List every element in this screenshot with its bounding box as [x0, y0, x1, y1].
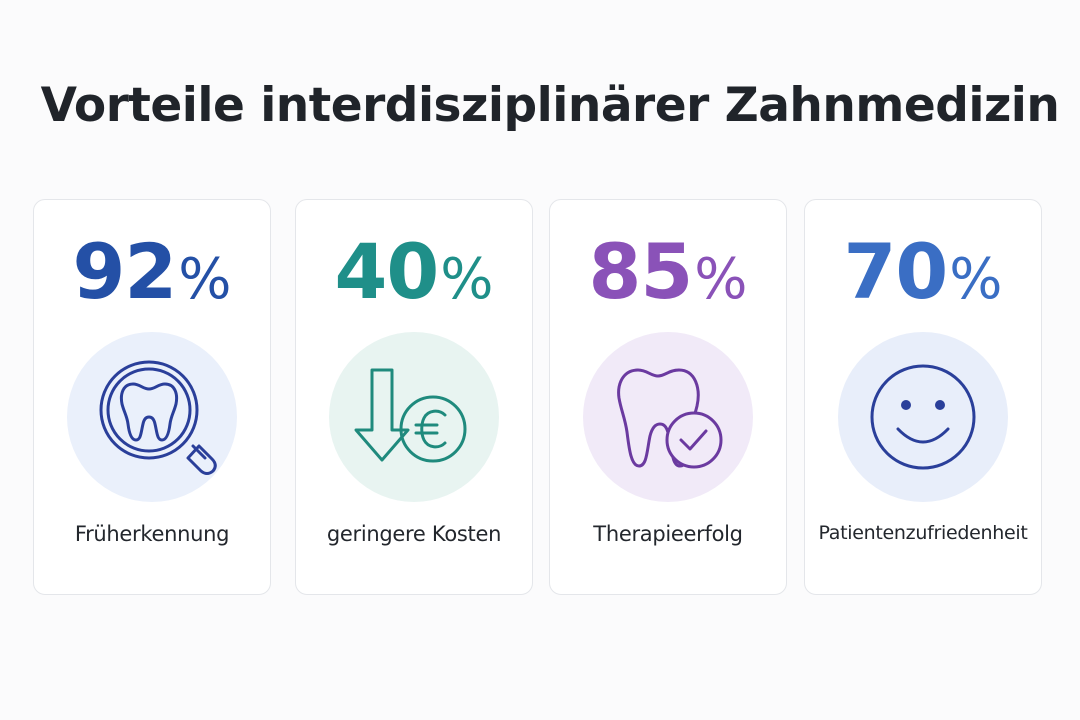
stat-number: 92 [72, 227, 178, 316]
stat-unit: % [949, 247, 1003, 312]
smiley-face-icon [870, 364, 976, 470]
stat-number: 70 [843, 227, 949, 316]
stat-number: 40 [334, 227, 440, 316]
arrow-down-euro-icon [354, 368, 467, 463]
stat-label: Patientenzufriedenheit [818, 522, 1028, 544]
stat-card-therapieerfolg: 85% Therapieerfolg [549, 199, 787, 595]
stat-unit: % [694, 247, 748, 312]
stat-value: 85% [550, 234, 786, 310]
stat-label: geringere Kosten [326, 522, 502, 546]
tooth-check-icon [617, 368, 723, 469]
stat-card-frueherkennung: 92% Früherkennung [33, 199, 271, 595]
icon-badge [329, 332, 499, 502]
page-title: Vorteile interdisziplinärer Zahnmedizin [40, 78, 1060, 133]
tooth-magnifier-icon [99, 360, 217, 475]
stat-number: 85 [588, 227, 694, 316]
stat-label: Früherkennung [74, 522, 230, 546]
stat-card-patientenzufriedenheit: 70% Patientenzufriedenheit [804, 199, 1042, 595]
icon-badge [583, 332, 753, 502]
stat-unit: % [178, 247, 232, 312]
icon-badge [67, 332, 237, 502]
stat-value: 92% [34, 234, 270, 310]
stat-label: Therapieerfolg [593, 522, 743, 546]
stat-card-geringere-kosten: 40% geringere Kosten [295, 199, 533, 595]
stat-value: 70% [805, 234, 1041, 310]
stat-unit: % [440, 247, 494, 312]
stat-value: 40% [296, 234, 532, 310]
icon-badge [838, 332, 1008, 502]
